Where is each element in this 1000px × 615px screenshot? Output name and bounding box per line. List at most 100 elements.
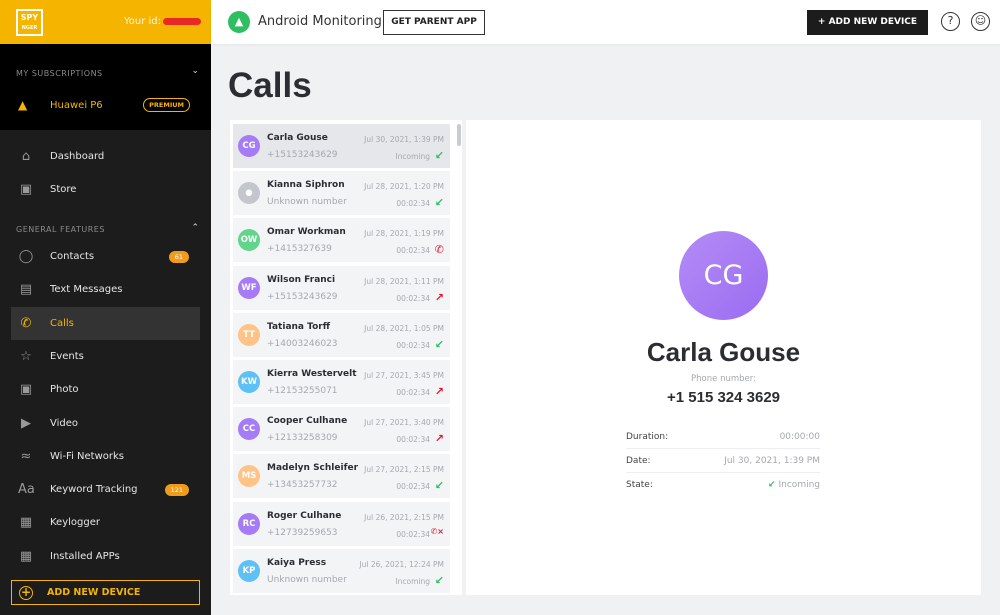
incoming-arrow-icon: ↙ <box>434 337 444 351</box>
phone-number: +1 515 324 3629 <box>666 389 781 406</box>
contact-name: Tatiana Torff <box>267 321 330 332</box>
device-item[interactable]: ▲ Huawei P6 PREMIUM <box>18 98 190 112</box>
outgoing-arrow-icon: ↗ <box>434 432 444 446</box>
avatar-initials: TT <box>243 329 255 340</box>
state-text: Incoming <box>778 479 821 490</box>
phone-number: +12739259653 <box>267 527 338 538</box>
duration-row: Duration: 00:00:00 <box>626 426 820 449</box>
sidebar-item-contacts[interactable]: ◯ Contacts 61 <box>11 240 200 273</box>
call-list-item[interactable]: TT Tatiana Torff +14003246023 Jul 28, 20… <box>233 312 450 357</box>
call-list-item[interactable]: OW Omar Workman +1415327639 Jul 28, 2021… <box>233 218 450 263</box>
sidebar-item-wi-fi-networks[interactable]: ≈ Wi-Fi Networks <box>11 440 200 473</box>
android-icon: ▲ <box>18 98 28 112</box>
home-icon: ⌂ <box>21 149 31 164</box>
call-list-item[interactable]: CG Carla Gouse +15153243629 Jul 30, 2021… <box>233 124 450 168</box>
call-date: Jul 27, 2021, 2:15 PM <box>364 465 444 475</box>
user-id-label: Your id: <box>123 16 161 27</box>
call-date: Jul 27, 2021, 3:45 PM <box>364 371 444 380</box>
apps-icon: ▦ <box>19 548 33 564</box>
call-status: 00:02:34 <box>396 435 430 445</box>
avatar: CG <box>679 231 768 320</box>
page-title: Calls <box>228 66 312 105</box>
call-date: Jul 28, 2021, 1:20 PM <box>364 182 444 192</box>
sidebar-item-label: Text Messages <box>50 284 123 296</box>
avatar: MS <box>238 465 260 488</box>
features-label: GENERAL FEATURES <box>16 225 105 234</box>
scrollbar[interactable] <box>457 124 461 146</box>
call-date: Jul 28, 2021, 1:11 PM <box>364 276 444 286</box>
rejected-call-icon: ✆× <box>430 526 444 536</box>
sidebar-item-label: Events <box>50 350 84 362</box>
incoming-arrow-icon: ↙ <box>434 149 444 162</box>
phone-number: +15153243629 <box>267 150 338 160</box>
phone-number: +12133258309 <box>267 433 338 444</box>
call-status: 00:02:34 <box>396 199 430 209</box>
phone-label: Phone number: <box>691 374 756 384</box>
subscriptions-label: MY SUBSCRIPTIONS <box>16 69 103 78</box>
sidebar-item-label: Wi-Fi Networks <box>50 450 124 462</box>
keyboard-icon: ▦ <box>19 515 33 531</box>
sidebar-item-keyword-tracking[interactable]: Aa Keyword Tracking 121 <box>11 473 200 506</box>
call-status: 00:02:34 <box>396 246 430 256</box>
phone-number: +13453257732 <box>267 480 338 491</box>
call-date: Jul 27, 2021, 3:40 PM <box>364 418 444 428</box>
call-status: Incoming <box>395 152 430 161</box>
sidebar-item-video[interactable]: ▶ Video <box>11 407 200 440</box>
get-parent-app-button[interactable]: GET PARENT APP <box>383 10 485 35</box>
contact-name: Carla Gouse <box>267 133 328 143</box>
sidebar-item-label: Store <box>50 184 77 195</box>
call-date: Jul 26, 2021, 2:15 PM <box>364 512 444 522</box>
brand-bar: SPY NGER Your id: <box>0 0 211 44</box>
state-value: ↙ Incoming <box>768 480 820 490</box>
call-status: 00:02:34 <box>396 388 430 397</box>
sidebar-item-store[interactable]: ▣ Store <box>11 173 200 206</box>
duration-value: 00:00:00 <box>779 432 820 442</box>
avatar-initials: WF <box>241 282 257 293</box>
account-icon[interactable]: ☺ <box>971 12 990 31</box>
call-date: Jul 26, 2021, 12:24 PM <box>359 559 444 569</box>
call-list-item[interactable]: MS Madelyn Schleifer +13453257732 Jul 27… <box>233 454 450 499</box>
sidebar-item-dashboard[interactable]: ⌂ Dashboard <box>11 140 200 173</box>
android-icon: ▲ <box>228 11 250 33</box>
add-new-device-button[interactable]: + ADD NEW DEVICE <box>807 10 928 35</box>
count-badge: 121 <box>164 483 189 496</box>
chevron-up-icon[interactable]: ⌃ <box>191 223 199 233</box>
avatar-initials: MS <box>241 471 257 482</box>
sidebar-item-events[interactable]: ☆ Events <box>11 340 200 373</box>
sidebar-item-calls[interactable]: ✆ Calls <box>11 306 200 340</box>
sidebar-item-label: Photo <box>50 384 79 396</box>
sidebar-add-device-button[interactable]: + ADD NEW DEVICE <box>11 580 200 605</box>
sidebar-item-text-messages[interactable]: ▤ Text Messages <box>11 273 200 306</box>
device-name: Huawei P6 <box>50 99 103 111</box>
logo-text: SPY <box>20 13 39 22</box>
call-list-item[interactable]: KP Kaiya Press Unknown number Jul 26, 20… <box>233 548 450 593</box>
count-badge: 61 <box>168 250 189 263</box>
sidebar-item-photo[interactable]: ▣ Photo <box>11 373 200 406</box>
video-icon: ▶ <box>21 415 31 431</box>
missed-call-icon: ✆ <box>434 243 444 257</box>
contact-name: Cooper Culhane <box>267 416 348 427</box>
call-list-item[interactable]: ● Kianna Siphron Unknown number Jul 28, … <box>233 171 450 216</box>
help-icon[interactable]: ? <box>941 12 960 31</box>
sidebar-item-label: Calls <box>50 317 74 329</box>
phone-number: +1415327639 <box>267 244 332 255</box>
contact-name: Kierra Westervelt <box>267 369 357 379</box>
call-list-item[interactable]: WF Wilson Franci +15153243629 Jul 28, 20… <box>233 265 450 310</box>
logo[interactable]: SPY NGER <box>16 9 43 36</box>
avatar: ● <box>238 182 260 205</box>
incoming-arrow-icon: ↙ <box>768 479 776 490</box>
call-list-item[interactable]: CC Cooper Culhane +12133258309 Jul 27, 2… <box>233 407 450 452</box>
chevron-down-icon[interactable]: ⌄ <box>191 66 199 76</box>
incoming-arrow-icon: ↙ <box>434 573 444 587</box>
contact-name: Wilson Franci <box>267 274 336 285</box>
phone-number: +15153243629 <box>267 291 338 302</box>
contact-name: Roger Culhane <box>267 510 342 521</box>
sidebar-item-keylogger[interactable]: ▦ Keylogger <box>11 506 200 539</box>
sidebar-item-installed-apps[interactable]: ▦ Installed APPs <box>11 540 200 573</box>
avatar: CG <box>238 135 260 157</box>
state-row: State: ↙ Incoming <box>626 473 820 496</box>
call-list-item[interactable]: RC Roger Culhane +12739259653 Jul 26, 20… <box>233 501 450 546</box>
sidebar-item-label: Contacts <box>50 251 95 262</box>
outgoing-arrow-icon: ↗ <box>434 385 444 398</box>
call-list-item[interactable]: KW Kierra Westervelt +12153255071 Jul 27… <box>233 360 450 404</box>
